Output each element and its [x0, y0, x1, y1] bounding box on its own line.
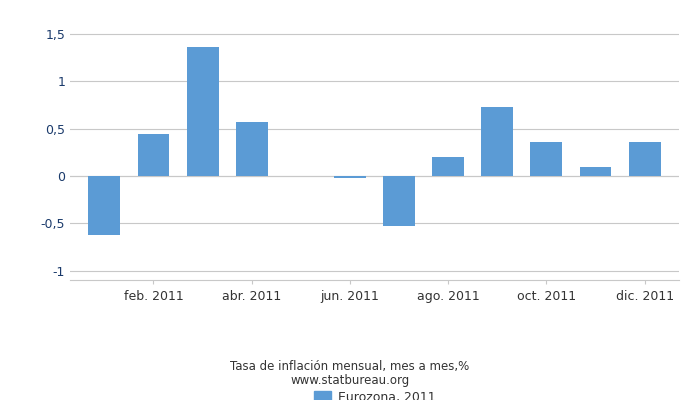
- Bar: [334, 176, 366, 178]
- Bar: [88, 176, 120, 235]
- Text: Tasa de inflación mensual, mes a mes,%: Tasa de inflación mensual, mes a mes,%: [230, 360, 470, 373]
- Bar: [383, 176, 415, 226]
- Bar: [482, 107, 513, 176]
- Legend: Eurozona, 2011: Eurozona, 2011: [309, 386, 440, 400]
- Bar: [236, 122, 267, 176]
- Bar: [531, 142, 562, 176]
- Bar: [187, 48, 218, 176]
- Text: www.statbureau.org: www.statbureau.org: [290, 374, 410, 387]
- Bar: [137, 134, 169, 176]
- Bar: [580, 168, 612, 176]
- Bar: [432, 157, 464, 176]
- Bar: [629, 142, 661, 176]
